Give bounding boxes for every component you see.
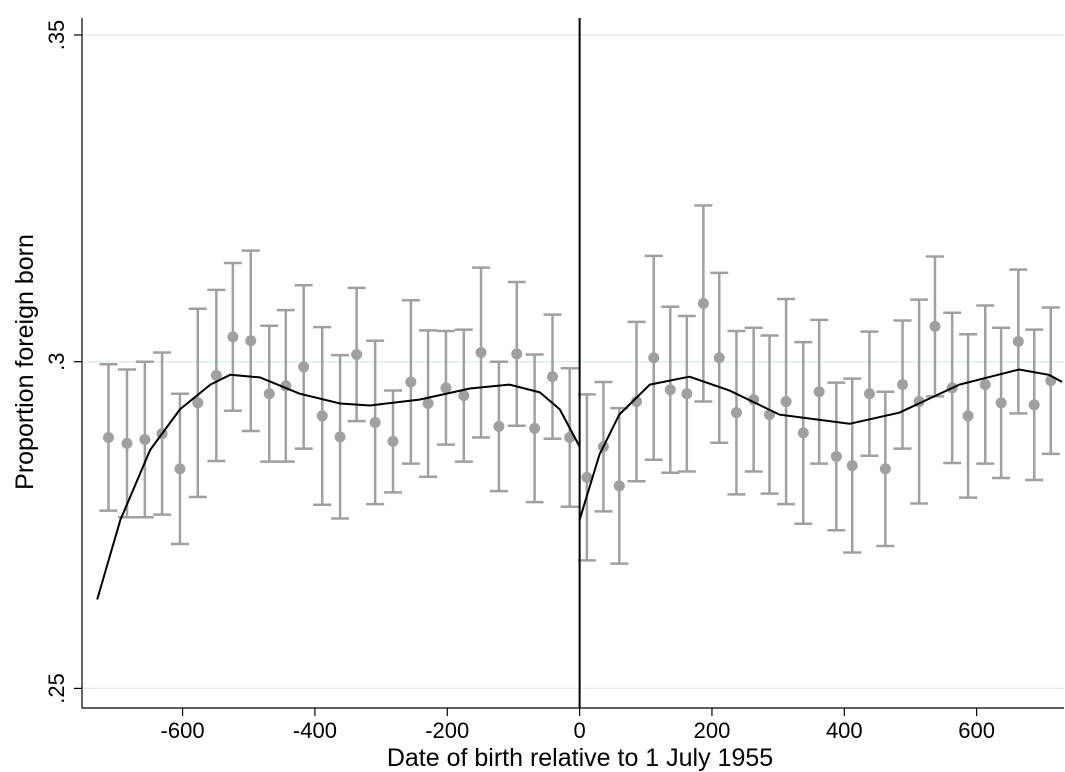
point <box>210 369 222 381</box>
x-tick-label: -600 <box>161 718 205 743</box>
point <box>730 407 742 419</box>
point <box>139 433 151 445</box>
point <box>664 384 676 396</box>
point <box>245 335 257 347</box>
x-tick-label: -200 <box>425 718 469 743</box>
point <box>174 463 186 475</box>
y-tick-label: .35 <box>44 20 69 51</box>
x-tick-label: 400 <box>826 718 863 743</box>
point <box>493 420 505 432</box>
point <box>263 388 275 400</box>
y-tick-label: .25 <box>44 673 69 704</box>
point <box>813 386 825 398</box>
point <box>1012 335 1024 347</box>
point <box>458 390 470 402</box>
point <box>102 431 114 443</box>
point <box>227 331 239 343</box>
point <box>995 397 1007 409</box>
point <box>440 382 452 394</box>
x-tick-label: 200 <box>694 718 731 743</box>
point <box>780 396 792 408</box>
point <box>929 320 941 332</box>
point <box>962 410 974 422</box>
point <box>546 371 558 383</box>
point <box>529 422 541 434</box>
point <box>979 379 991 391</box>
point <box>387 435 399 447</box>
point <box>648 352 660 364</box>
x-tick-label: 0 <box>573 718 585 743</box>
point <box>897 379 909 391</box>
point <box>830 450 842 462</box>
point <box>748 394 760 406</box>
x-axis-title: Date of birth relative to 1 July 1955 <box>387 744 773 772</box>
point <box>797 427 809 439</box>
point <box>681 388 693 400</box>
point <box>631 396 643 408</box>
point <box>192 397 204 409</box>
point <box>422 398 434 410</box>
fit-line <box>578 368 1063 521</box>
point <box>121 437 133 449</box>
point <box>369 416 381 428</box>
point <box>316 410 328 422</box>
point <box>713 352 725 364</box>
point <box>697 298 709 310</box>
y-axis-title: Proportion foreign born <box>11 234 39 490</box>
x-tick-label: 600 <box>958 718 995 743</box>
point <box>511 348 523 360</box>
x-tick-label: -400 <box>293 718 337 743</box>
point <box>334 431 346 443</box>
point <box>613 480 625 492</box>
point <box>1028 399 1040 411</box>
point <box>475 347 487 359</box>
point <box>846 460 858 472</box>
point <box>405 376 417 388</box>
y-tick-label: .3 <box>44 353 69 371</box>
point <box>581 471 593 483</box>
point <box>879 463 891 475</box>
point <box>863 388 875 400</box>
point <box>298 361 310 373</box>
point <box>351 349 363 361</box>
fit-line <box>96 373 581 600</box>
